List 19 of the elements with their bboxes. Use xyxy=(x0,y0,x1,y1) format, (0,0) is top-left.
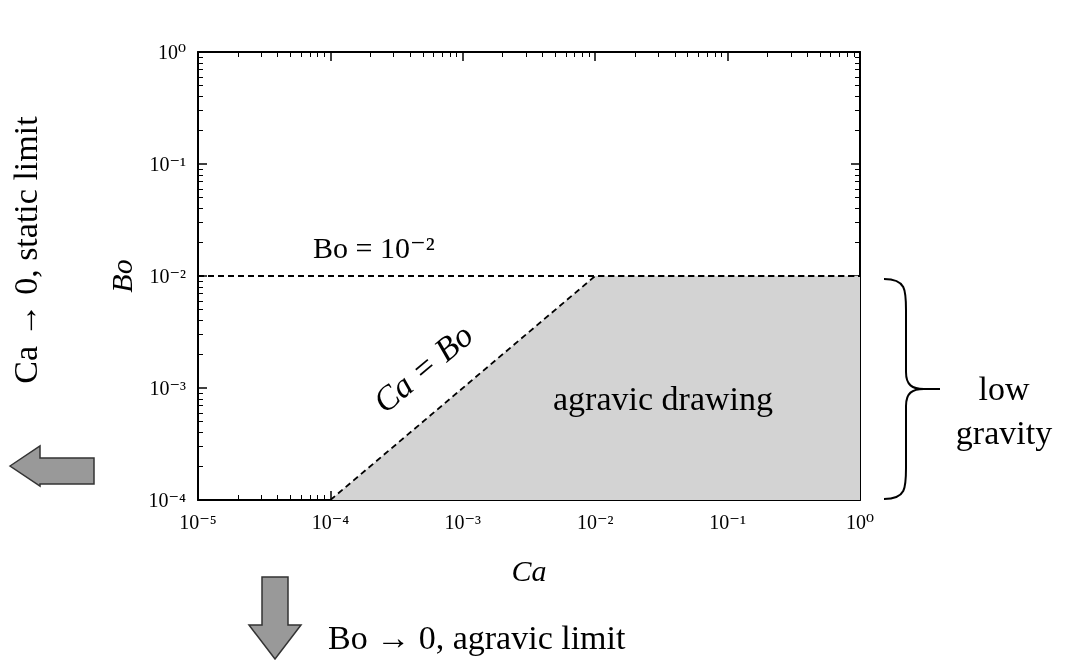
x-axis-title: Ca xyxy=(511,553,547,587)
text: Bo → 0, agravic limit xyxy=(328,618,626,656)
y-tick-label: 10⁻³ xyxy=(149,377,186,399)
annotation: agravic drawing xyxy=(553,379,773,417)
y-tick-label: 10⁰ xyxy=(157,41,186,63)
x-tick-label: 10⁰ xyxy=(845,511,875,533)
x-tick-label: 10⁻⁵ xyxy=(179,511,217,533)
x-tick-label: 10⁻⁴ xyxy=(311,511,350,533)
x-tick-label: 10⁻³ xyxy=(444,511,482,533)
x-tick-label: 10⁻² xyxy=(576,511,614,533)
annotation: Ca = Bo xyxy=(365,316,480,420)
y-tick-label: 10⁻² xyxy=(149,265,186,287)
y-tick-label: 10⁻⁴ xyxy=(148,489,187,511)
y-tick-label: 10⁻¹ xyxy=(149,153,186,175)
x-tick-label: 10⁻¹ xyxy=(709,511,746,533)
text: low gravity xyxy=(955,369,1053,451)
text: Ca → 0, static limit xyxy=(6,115,44,384)
ref-line-label: Bo = 10⁻² xyxy=(313,230,435,264)
y-axis-title: Bo xyxy=(104,259,138,293)
